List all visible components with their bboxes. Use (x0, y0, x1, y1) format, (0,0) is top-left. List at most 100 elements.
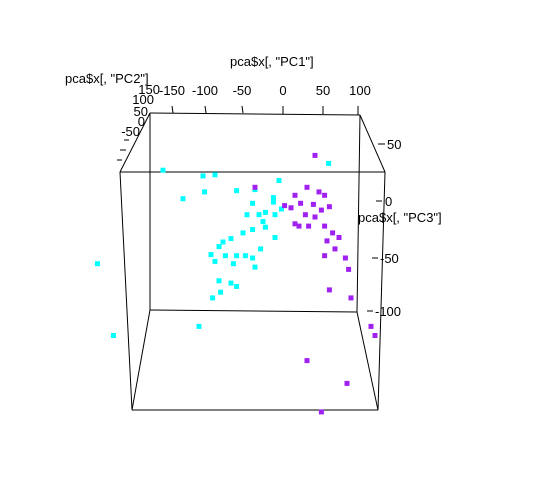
y-ticks: 150 100 50 0 -50 -100 (114, 82, 160, 161)
data-point (322, 253, 328, 259)
data-point (216, 278, 222, 284)
data-point (212, 172, 218, 178)
data-point (94, 261, 100, 267)
data-point (326, 160, 332, 166)
data-point (326, 204, 332, 210)
y-tick: 100 (132, 92, 154, 107)
data-point (250, 227, 256, 232)
data-point (312, 214, 318, 220)
box-edge (119, 112, 151, 173)
box-edge (377, 171, 386, 411)
data-point (288, 205, 294, 211)
data-point (302, 212, 308, 218)
y-axis-title: pca$x[, "PC2"] (65, 71, 149, 86)
data-point (180, 196, 186, 202)
y-tick: 150 (138, 82, 160, 97)
x-tick: -50 (233, 83, 252, 98)
z-ticks: 50 0 -50 -100 (367, 137, 401, 319)
y-tick: 50 (134, 104, 148, 119)
data-point (344, 380, 350, 386)
data-point (316, 189, 322, 195)
box-edge (149, 309, 358, 313)
data-point (242, 253, 248, 259)
data-point (202, 189, 208, 195)
data-point (234, 284, 240, 289)
z-tick: -50 (380, 251, 399, 266)
y-tick: -100 (114, 124, 140, 139)
data-point (292, 192, 298, 198)
data-point (318, 207, 324, 213)
bounding-box (119, 112, 386, 411)
data-point (306, 223, 312, 229)
data-point (228, 236, 234, 242)
x-tick: 0 (279, 83, 286, 98)
data-points (94, 152, 378, 415)
data-point (222, 253, 228, 259)
data-point (272, 235, 278, 240)
data-point (324, 238, 330, 244)
data-point (256, 212, 262, 218)
x-ticks: -150 -100 -50 0 50 100 (159, 83, 371, 115)
box-edge (359, 114, 386, 173)
y-tick: -50 (121, 124, 140, 139)
z-tick: 50 (387, 137, 401, 152)
data-point (252, 264, 258, 270)
data-point (346, 266, 352, 272)
data-point (262, 224, 268, 230)
data-point (304, 184, 310, 190)
data-point (262, 209, 268, 215)
data-point (332, 246, 338, 252)
data-point (318, 409, 324, 415)
data-point (160, 167, 166, 173)
data-point (276, 178, 282, 183)
box-edge (131, 309, 151, 411)
data-point (110, 333, 116, 338)
data-point (322, 192, 328, 198)
data-point (258, 246, 264, 252)
data-point (270, 199, 276, 205)
x-tick-mark (241, 105, 244, 114)
data-point (210, 295, 216, 301)
data-point (282, 203, 288, 209)
data-point (304, 358, 310, 364)
box-edge (356, 311, 379, 411)
data-point (278, 206, 284, 212)
data-point (234, 253, 240, 259)
box-edge (356, 114, 361, 313)
data-point (270, 195, 276, 201)
data-point (218, 289, 224, 295)
data-point (310, 201, 316, 207)
y-tick: 0 (138, 114, 145, 129)
data-point (368, 323, 374, 329)
data-point (326, 287, 332, 293)
data-point (250, 255, 256, 261)
data-point (220, 239, 226, 245)
data-point (336, 235, 342, 240)
box-edge (119, 171, 133, 411)
data-point (342, 255, 348, 261)
x-tick: -100 (192, 83, 218, 98)
x-tick: 50 (316, 83, 330, 98)
z-tick: -100 (375, 304, 401, 319)
data-point (240, 230, 246, 236)
data-point (208, 252, 214, 258)
data-point (250, 200, 256, 206)
x-tick-mark (204, 105, 207, 114)
x-tick: 100 (349, 83, 371, 98)
data-point (322, 223, 328, 229)
x-tick-mark (171, 105, 174, 114)
data-point (292, 221, 298, 227)
box-edge (149, 112, 361, 116)
data-point (196, 323, 202, 329)
data-point (228, 280, 234, 286)
data-point (200, 173, 206, 179)
data-point (234, 188, 240, 194)
x-tick: -150 (159, 83, 185, 98)
data-point (348, 295, 354, 301)
data-point (330, 230, 336, 236)
data-point (244, 212, 250, 218)
data-point (212, 258, 218, 264)
z-axis-title: pca$x[, "PC3"] (358, 210, 442, 225)
